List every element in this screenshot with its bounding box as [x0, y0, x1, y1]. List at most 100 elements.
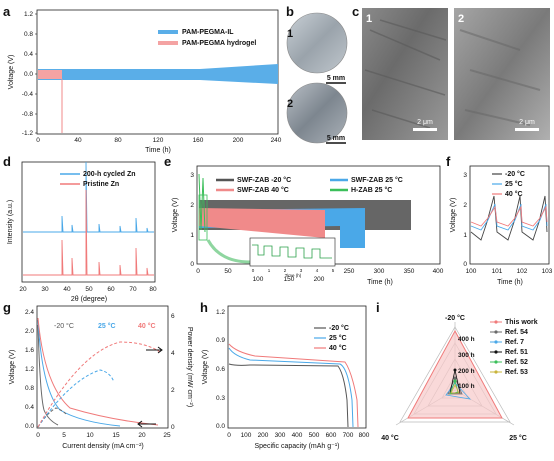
panel-f-legend-entry: -20 °C — [505, 170, 525, 178]
panel-a-ytick: -0.4 — [22, 91, 34, 98]
panel-a: a 1.2 0.8 0.4 0.0 -0.4 -0.8 -1.2 0 40 80… — [3, 4, 282, 154]
panel-d: d 200-h cycled Zn Pristine Zn 20 30 40 5… — [3, 154, 157, 303]
panel-d-ylabel: Intensity (a.u.) — [7, 200, 14, 244]
panel-a-xlabel: Time (h) — [145, 147, 171, 154]
panel-h-ytick: 0.9 — [216, 337, 225, 344]
panel-b: b 1 2 5 mm 5 mm — [286, 4, 348, 144]
panel-g-y2tick: 6 — [171, 313, 175, 320]
panel-h-frame — [227, 305, 367, 429]
panel-a-legend: PAM-PEGMA-IL PAM-PEGMA hydrogel — [158, 29, 256, 47]
panel-e-inset-xtick: 1 — [268, 268, 271, 273]
panel-e-ytick: 0 — [190, 261, 194, 268]
panel-g-y2tick: 2 — [171, 387, 175, 394]
panel-e-swf-40-trace — [199, 208, 325, 238]
panel-h-xtick: 300 — [275, 432, 286, 439]
panel-h-xticks: 0 100 200 300 400 500 600 700 800 — [227, 432, 370, 439]
panel-g-frame — [36, 305, 169, 429]
panel-e-ytick: 2 — [190, 202, 194, 209]
panel-g-temp-25: 25 °C — [98, 322, 116, 330]
panel-h-legend-entry: -20 °C — [329, 324, 349, 332]
panel-e-xtick: 250 — [344, 268, 355, 275]
panel-h-ytick: 0.0 — [216, 423, 225, 430]
panel-f-xlabel: Time (h) — [497, 279, 523, 286]
panel-g-xtick: 20 — [138, 432, 146, 439]
panel-e-xtick: 400 — [433, 268, 444, 275]
panel-a-xticks: 0 40 80 120 160 200 240 — [36, 137, 282, 144]
panel-e-xticks: 0 50 100 150 200 250 300 350 400 — [196, 268, 444, 283]
radar-this-work — [407, 329, 503, 419]
panel-g-xticks: 0 5 10 15 20 25 — [36, 432, 171, 439]
panel-a-il-trace — [38, 64, 278, 84]
panel-i-legend-entry: Ref. 7 — [505, 339, 524, 346]
panel-h-ylabel: Voltage (V) — [202, 350, 209, 385]
panel-a-ylabel: Voltage (V) — [8, 55, 15, 90]
panel-h-xtick: 200 — [258, 432, 269, 439]
panel-g-power-25 — [37, 369, 115, 428]
panel-h-xtick: 0 — [227, 432, 231, 439]
panel-f-ytick: 0 — [463, 261, 467, 268]
panel-g-arrow-left — [137, 420, 156, 428]
panel-c: c 1 2 2 μm 2 μm — [352, 4, 550, 140]
panel-g-y2tick: 4 — [171, 350, 175, 357]
panel-a-ytick: -0.8 — [22, 111, 34, 118]
panel-i-legend-entry: Ref. 54 — [505, 329, 528, 336]
panel-h-xtick: 100 — [241, 432, 252, 439]
panel-e-xtick: 0 — [196, 268, 200, 275]
panel-h-legend: -20 °C 25 °C 40 °C — [314, 324, 349, 352]
panel-g-ytick: 0.0 — [25, 423, 34, 430]
panel-e-ylabel: Voltage (V) — [172, 198, 179, 233]
panel-e-xtick: 200 — [314, 276, 325, 283]
panel-f: f -20 °C 25 °C 40 °C 3 2 1 0 100 101 102… — [446, 154, 553, 286]
panel-f-xtick: 100 — [466, 268, 477, 275]
panel-e-inset-xtick: 3 — [300, 268, 303, 273]
panel-d-xtick: 60 — [107, 286, 115, 293]
panel-i-legend-entry: This work — [505, 319, 538, 326]
radar-axis-40: 40 °C — [381, 434, 399, 442]
panel-d-legend-entry: 200-h cycled Zn — [83, 171, 136, 178]
panel-a-xtick: 80 — [114, 137, 122, 144]
panel-h-xtick: 700 — [343, 432, 354, 439]
panel-e-label: e — [164, 154, 171, 169]
panel-h-xtick: 800 — [359, 432, 370, 439]
panel-g-y2ticks: 6 4 2 0 — [171, 313, 175, 431]
radar-ring-labels: 100 h 200 h 300 h 400 h — [458, 336, 475, 390]
panel-h-xtick: 600 — [326, 432, 337, 439]
panel-g-y2tick: 0 — [171, 424, 175, 431]
panel-f-25-trace — [470, 203, 548, 231]
panel-e-inset-xtick: 4 — [316, 268, 319, 273]
panel-i-legend-entry: Ref. 51 — [505, 349, 528, 356]
panel-f-ytick: 3 — [463, 172, 467, 179]
panel-d-legend: 200-h cycled Zn Pristine Zn — [60, 171, 136, 188]
panel-e-legend-entry: H-ZAB 25 °C — [351, 186, 392, 194]
panel-h-25-trace — [228, 347, 354, 428]
panel-a-yticks: 1.2 0.8 0.4 0.0 -0.4 -0.8 -1.2 — [22, 11, 37, 137]
panel-b-scale-1: 5 mm — [327, 75, 345, 82]
panel-g-xtick: 5 — [62, 432, 66, 439]
panel-f-xtick: 102 — [517, 268, 528, 275]
zn-disc-photo-2 — [286, 82, 348, 144]
panel-a-xtick: 0 — [36, 137, 40, 144]
panel-e-inset-xlabel: Time (h) — [285, 273, 302, 278]
panel-g-temp-40: 40 °C — [138, 322, 156, 330]
panel-e-hzab-trace — [198, 173, 206, 233]
panel-d-xtick: 70 — [129, 286, 137, 293]
panel-a-ytick: 0.4 — [24, 51, 33, 58]
panel-e-legend-entry: SWF-ZAB 25 °C — [351, 176, 403, 184]
panel-d-xtick: 80 — [149, 286, 157, 293]
panel-b-scale-2: 5 mm — [327, 135, 345, 142]
panel-g-ylabel: Voltage (V) — [9, 350, 16, 385]
panel-a-xtick: 40 — [74, 137, 82, 144]
panel-e-legend: SWF-ZAB -20 °C SWF-ZAB 25 °C SWF-ZAB 40 … — [216, 176, 403, 194]
panel-e-inset-xtick: 0 — [252, 268, 255, 273]
panel-c-scale-2: 2 μm — [519, 119, 535, 126]
radar-axis-25: 25 °C — [509, 434, 527, 442]
panel-e-yticks: 3 2 1 0 — [190, 172, 194, 268]
panel-h-xtick: 400 — [292, 432, 303, 439]
panel-h-yticks: 1.2 0.9 0.6 0.3 0.0 — [216, 309, 225, 430]
panel-d-legend-entry: Pristine Zn — [83, 181, 119, 188]
panel-a-xtick: 240 — [271, 137, 282, 144]
panel-e-inset — [249, 237, 336, 267]
panel-h-40-trace — [228, 343, 359, 428]
panel-h-xlabel: Specific capacity (mAh g⁻¹) — [255, 443, 340, 450]
